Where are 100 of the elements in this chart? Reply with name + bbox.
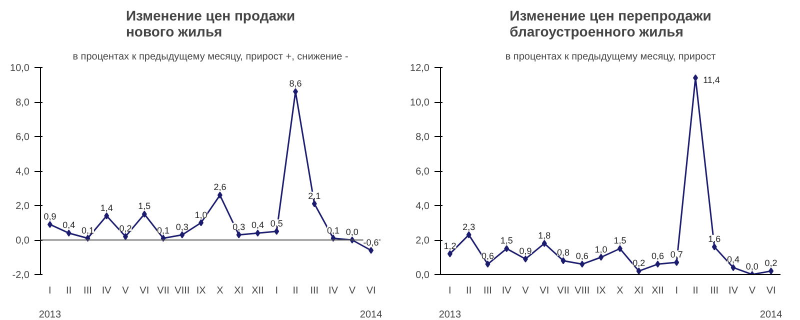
point (255, 230, 260, 237)
data-label: 1,5 (500, 236, 513, 246)
point (730, 264, 736, 272)
data-label: 0,2 (632, 258, 646, 268)
text: 2013 (38, 310, 62, 320)
data-label: 1,5 (138, 201, 151, 212)
data-label: 1,5 (614, 236, 626, 246)
y-tick-label: 4,0 (416, 201, 430, 212)
y-tick-label: 6,0 (416, 166, 430, 178)
y-tick-label: 8,0 (416, 132, 430, 143)
point (180, 231, 185, 238)
x-tick-label: X (616, 286, 624, 296)
y-tick-label: 8,0 (16, 98, 30, 108)
x-tick-label: III (484, 286, 492, 296)
data-label: 0,0 (346, 227, 358, 237)
data-label: 0,7 (670, 249, 683, 260)
data-label: 0,6 (576, 251, 588, 262)
point (768, 268, 774, 274)
data-label: 0,2 (764, 258, 778, 268)
y-tick-label: 0,0 (416, 270, 430, 281)
data-label: 0,4 (727, 254, 740, 265)
x-tick-label: V (122, 286, 130, 296)
data-label: 8,6 (289, 78, 302, 89)
point (560, 257, 566, 264)
data-label: 0,9 (44, 211, 56, 222)
point (542, 240, 547, 247)
point (504, 245, 510, 252)
data-label: 0,4 (62, 220, 76, 230)
x-tick-label: III (710, 286, 719, 296)
data-label: 1,2 (444, 240, 456, 251)
data-label: 0,3 (232, 222, 246, 232)
point (447, 250, 452, 258)
x-tick-label: I (448, 286, 452, 296)
x-tick-label: VI (540, 286, 550, 296)
text: 2014 (760, 310, 783, 320)
data-label: 0,0 (746, 262, 758, 272)
x-tick-label: IV (728, 286, 738, 296)
point (636, 268, 642, 274)
x-tick-label: VII (157, 286, 170, 296)
point (217, 192, 222, 199)
x-tick-label: VIII (574, 286, 590, 296)
data-label: 0,9 (519, 246, 532, 256)
y-tick-label: 4,0 (16, 166, 30, 178)
x-tick-label: V (522, 286, 530, 296)
y-tick-label: 2,0 (16, 201, 30, 212)
data-label: 2,1 (308, 190, 321, 201)
x-tick-label: II (292, 286, 298, 296)
x-tick-label: XI (234, 286, 244, 296)
y-tick-label: 10,0 (10, 63, 30, 74)
x-tick-label: VI (140, 286, 150, 296)
x-tick-label: V (748, 286, 756, 296)
x-tick-label: XI (634, 286, 644, 296)
data-label: 0,6 (481, 251, 494, 262)
x-tick-label: III (310, 286, 319, 296)
x-tick-label: I (48, 286, 52, 296)
x-tick-label: VIII (174, 286, 190, 296)
y-tick-label: 0,0 (16, 236, 30, 246)
chart-title: Изменение цен перепродажи благоустроенного жилья (510, 8, 712, 40)
point (198, 219, 204, 226)
data-label: -0,6 (363, 237, 379, 248)
data-label: 1,6 (708, 234, 721, 244)
text: 2013 (438, 310, 462, 320)
point (598, 254, 604, 261)
data-label: 1,0 (194, 210, 208, 220)
point (274, 228, 280, 235)
data-label: 0,1 (327, 225, 340, 236)
data-label: 11,4 (703, 74, 720, 85)
data-label: 0,3 (176, 222, 188, 232)
data-label: 0,4 (251, 220, 264, 230)
x-tick-label: IV (502, 286, 512, 296)
point (236, 231, 242, 238)
x-tick-label: VI (766, 286, 776, 296)
x-tick-label: I (275, 286, 278, 296)
x-tick-label: VI (366, 286, 376, 296)
x-tick-label: IV (102, 286, 112, 296)
x-tick-label: X (216, 286, 224, 296)
data-label: 0,1 (81, 225, 94, 236)
point (66, 230, 72, 237)
point (466, 231, 472, 238)
point (674, 258, 680, 266)
y-tick-label: 2,0 (416, 236, 430, 246)
y-tick-label: 6,0 (16, 132, 30, 143)
x-tick-label: II (692, 286, 698, 296)
y-tick-label: 10,0 (410, 98, 430, 108)
chart-title: Изменение цен продажи нового жилья (126, 8, 296, 40)
text: 2014 (360, 310, 383, 320)
data-label: 0,5 (270, 218, 283, 228)
x-tick-label: VII (557, 286, 570, 296)
x-tick-label: V (348, 286, 356, 296)
data-label: 1,0 (594, 244, 608, 254)
y-tick-label: 12,0 (410, 63, 430, 74)
point (485, 260, 490, 268)
x-tick-label: XII (652, 286, 664, 296)
x-tick-label: III (84, 286, 92, 296)
data-label: 0,6 (651, 251, 664, 262)
x-tick-label: I (675, 286, 678, 296)
data-label: 0,2 (119, 224, 132, 234)
x-tick-label: II (466, 286, 472, 296)
data-label: 2,3 (462, 222, 476, 232)
x-tick-label: IX (196, 286, 206, 296)
